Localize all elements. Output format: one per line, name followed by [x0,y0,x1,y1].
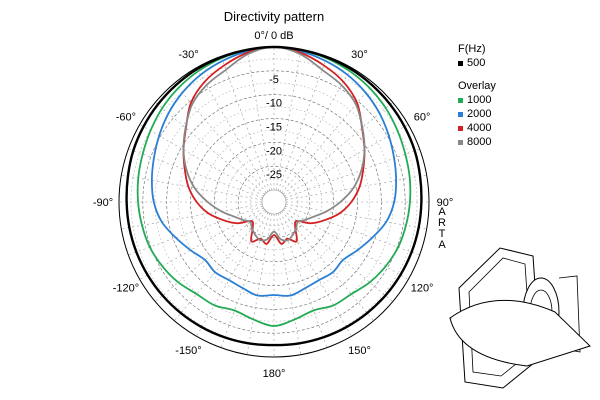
grid-ring [142,70,406,334]
grid-spoke [246,49,273,191]
grid-spoke [277,213,328,348]
grid-spoke [285,203,427,230]
grid-spoke [155,102,266,195]
legend-swatch [458,97,463,103]
legend-label: 2000 [467,108,492,120]
radial-tick-label: -10 [266,98,282,110]
grid-spoke [279,67,352,192]
grid-spoke [275,49,302,191]
angle-tick-label: 180° [263,368,286,380]
arta-letter: R [438,217,446,229]
chart-title: Directivity pattern [224,9,324,24]
grid-spoke [279,212,352,337]
grid-spoke [281,83,374,194]
grid-ring [154,82,394,322]
series-curves [125,45,423,347]
grid-spoke [277,56,328,191]
grid-spoke [281,210,374,321]
angle-tick-label: -120° [113,283,139,295]
top-axis-label: 0°/ 0 dB [254,30,293,42]
legend-item: 4000 [458,121,496,135]
grid-spoke [220,213,271,348]
legend-swatch [458,111,463,117]
polar-grid [118,46,430,358]
legend-swatch [458,60,463,66]
grid-spoke [139,124,264,197]
legend-label: 1000 [467,94,492,106]
grid-spoke [174,210,267,321]
arta-letter: T [438,228,446,240]
grid-spoke [121,203,263,230]
series-line-8000 [182,46,366,242]
grid-ring [178,106,370,298]
legend-swatch [458,139,463,145]
legend-overlay-heading: Overlay [458,80,496,92]
legend-label: 8000 [467,136,492,148]
angle-tick-label: 120° [411,283,434,295]
legend-label: 500 [467,57,486,69]
grid-spoke [220,56,271,191]
grid-spoke [155,209,266,302]
grid-ring [237,165,311,239]
grid-spoke [139,207,264,280]
grid-spoke [282,209,393,302]
legend-item: 8000 [458,135,496,149]
grid-spoke [196,67,269,192]
legend-item: 500 [458,56,496,70]
radial-tick-label: -20 [266,145,282,157]
grid-spoke [128,148,263,199]
grid-spoke [284,207,409,280]
inner-ring [261,189,287,215]
radial-tick-labels: -5 -10 -15 -20 -25 [266,74,282,181]
legend-swatch [458,125,463,131]
angle-tick-label: 90° [437,197,454,209]
grid-spoke [246,213,273,355]
legend-heading: F(Hz) [458,43,486,55]
series-line-1000 [136,46,412,327]
legend-item: 1000 [458,93,496,107]
grid-spoke [174,83,267,194]
angle-tick-label: 30° [351,49,368,61]
legend-label: 4000 [467,122,492,134]
angle-tick-labels: -30° 30° -60° 60° -90° 90° -120° 120° -150° 150° 1… [93,49,453,380]
angle-tick-label: -60° [116,112,136,124]
grid-spoke [121,174,263,201]
angle-tick-label: -90° [93,197,113,209]
legend: F(Hz) 500 Overlay 1000 2000 4000 8000 [458,42,496,149]
arta-letter: A [438,239,446,251]
angle-tick-label: -30° [178,49,198,61]
radial-tick-label: -15 [266,122,282,134]
angle-tick-label: -150° [175,345,201,357]
arta-letter: A [438,206,446,218]
grid-ring [202,130,346,274]
speaker-driver-illustration [448,247,592,389]
grid-spoke [275,213,302,355]
radial-tick-label: -5 [269,74,279,86]
radial-tick-label: -25 [266,169,282,181]
grid-spoke [285,174,427,201]
angle-tick-label: 150° [348,345,371,357]
series-line-500 [125,45,423,347]
legend-item: 2000 [458,107,496,121]
grid-spoke [128,205,263,256]
grid-spoke [284,124,409,197]
grid-spoke [282,102,393,195]
grid-spoke [285,148,420,199]
grid-spoke [196,212,269,337]
series-line-2000 [150,46,398,297]
angle-tick-label: 60° [414,112,431,124]
grid-spoke [285,205,420,256]
grid-ring [214,142,334,262]
